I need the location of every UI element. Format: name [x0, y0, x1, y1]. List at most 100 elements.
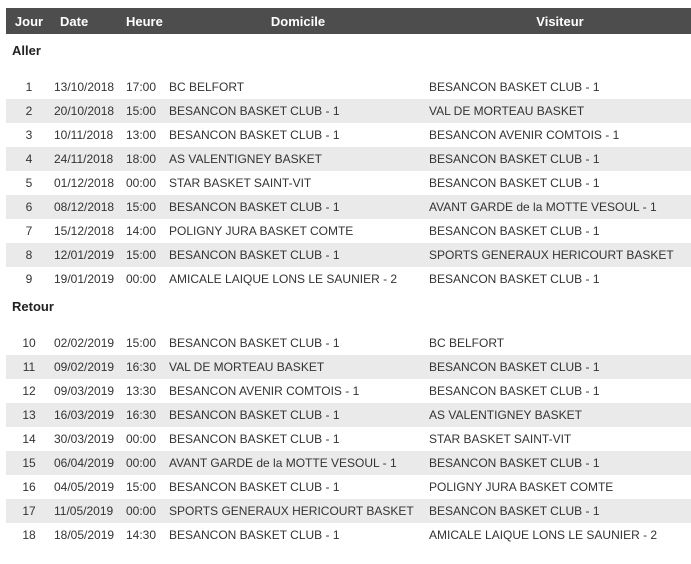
cell-domicile: BESANCON BASKET CLUB - 1 [169, 248, 340, 262]
header-heure: Heure [126, 13, 163, 29]
table-row: 17 11/05/2019 00:00 SPORTS GENERAUX HERICOU… [6, 499, 691, 523]
cell-heure: 15:00 [126, 104, 157, 118]
table-header: Jour Date Heure Domicile Visiteur [6, 8, 691, 34]
cell-visiteur: AVANT GARDE de la MOTTE VESOUL - 1 [429, 200, 657, 214]
cell-domicile: BESANCON AVENIR COMTOIS - 1 [169, 384, 360, 398]
table-row: 2 20/10/2018 15:00 BESANCON BASKET CLUB - 1… [6, 99, 691, 123]
cell-date: 10/11/2018 [54, 128, 114, 142]
cell-domicile: AMICALE LAIQUE LONS LE SAUNIER - 2 [169, 272, 398, 286]
cell-visiteur: POLIGNY JURA BASKET COMTE [429, 480, 614, 494]
cell-visiteur: BESANCON BASKET CLUB - 1 [429, 272, 600, 286]
cell-jour: 12 [22, 384, 36, 398]
cell-domicile: BESANCON BASKET CLUB - 1 [169, 200, 340, 214]
header-domicile: Domicile [270, 13, 326, 29]
cell-visiteur: BESANCON BASKET CLUB - 1 [429, 504, 600, 518]
cell-domicile: BESANCON BASKET CLUB - 1 [169, 336, 340, 350]
header-date: Date [60, 13, 89, 29]
table-row: 3 10/11/2018 13:00 BESANCON BASKET CLUB - 1… [6, 123, 691, 147]
cell-jour: 3 [25, 128, 33, 142]
table-row: 14 30/03/2019 00:00 BESANCON BASKET CLUB - … [6, 427, 691, 451]
cell-domicile: AVANT GARDE de la MOTTE VESOUL - 1 [169, 456, 397, 470]
cell-heure: 14:00 [126, 224, 157, 238]
cell-visiteur: BESANCON BASKET CLUB - 1 [429, 152, 600, 166]
cell-domicile: VAL DE MORTEAU BASKET [169, 360, 325, 374]
cell-date: 15/12/2018 [54, 224, 115, 238]
cell-jour: 17 [22, 504, 36, 518]
cell-jour: 13 [22, 408, 36, 422]
cell-jour: 11 [22, 360, 36, 374]
cell-visiteur: SPORTS GENERAUX HERICOURT BASKET [429, 248, 674, 262]
cell-visiteur: BESANCON BASKET CLUB - 1 [429, 80, 600, 94]
cell-heure: 17:00 [126, 80, 157, 94]
cell-date: 20/10/2018 [54, 104, 115, 118]
cell-date: 11/05/2019 [54, 504, 114, 518]
table-row: 6 08/12/2018 15:00 BESANCON BASKET CLUB - 1… [6, 195, 691, 219]
cell-visiteur: AS VALENTIGNEY BASKET [429, 408, 582, 422]
table-row: 5 01/12/2018 00:00 STAR BASKET SAINT-VIT BES… [6, 171, 691, 195]
table-body: Aller 1 13/10/2018 17:00 BC BELFORT BESANCON … [6, 34, 691, 547]
cell-date: 08/12/2018 [54, 200, 115, 214]
cell-heure: 00:00 [126, 272, 157, 286]
cell-heure: 15:00 [126, 248, 157, 262]
cell-heure: 00:00 [126, 432, 157, 446]
cell-heure: 16:30 [126, 408, 157, 422]
cell-jour: 18 [22, 528, 36, 542]
cell-date: 30/03/2019 [54, 432, 115, 446]
cell-date: 13/10/2018 [54, 80, 115, 94]
section-title: Aller [12, 43, 41, 58]
cell-jour: 5 [25, 176, 33, 190]
cell-date: 04/05/2019 [54, 480, 115, 494]
header-visiteur: Visiteur [536, 13, 584, 29]
cell-date: 19/01/2019 [54, 272, 115, 286]
cell-visiteur: AMICALE LAIQUE LONS LE SAUNIER - 2 [429, 528, 658, 542]
cell-date: 02/02/2019 [54, 336, 115, 350]
cell-date: 24/11/2018 [54, 152, 114, 166]
cell-date: 09/02/2019 [54, 360, 115, 374]
cell-domicile: BESANCON BASKET CLUB - 1 [169, 432, 340, 446]
cell-date: 18/05/2019 [54, 528, 115, 542]
cell-domicile: SPORTS GENERAUX HERICOURT BASKET [169, 504, 414, 518]
cell-domicile: POLIGNY JURA BASKET COMTE [169, 224, 354, 238]
table-row: 4 24/11/2018 18:00 AS VALENTIGNEY BASKET BES… [6, 147, 691, 171]
cell-visiteur: BESANCON AVENIR COMTOIS - 1 [429, 128, 620, 142]
cell-visiteur: VAL DE MORTEAU BASKET [429, 104, 585, 118]
table-row: 13 16/03/2019 16:30 BESANCON BASKET CLUB - … [6, 403, 691, 427]
cell-heure: 15:00 [126, 336, 157, 350]
table-row: 15 06/04/2019 00:00 AVANT GARDE de la MOTTE… [6, 451, 691, 475]
cell-domicile: BESANCON BASKET CLUB - 1 [169, 408, 340, 422]
cell-domicile: STAR BASKET SAINT-VIT [169, 176, 312, 190]
cell-heure: 14:30 [126, 528, 157, 542]
cell-visiteur: BESANCON BASKET CLUB - 1 [429, 456, 600, 470]
table-row: 16 04/05/2019 15:00 BESANCON BASKET CLUB - … [6, 475, 691, 499]
table-row: 7 15/12/2018 14:00 POLIGNY JURA BASKET COMT… [6, 219, 691, 243]
cell-domicile: BESANCON BASKET CLUB - 1 [169, 480, 340, 494]
cell-visiteur: BESANCON BASKET CLUB - 1 [429, 224, 600, 238]
cell-jour: 9 [25, 272, 33, 286]
cell-domicile: BESANCON BASKET CLUB - 1 [169, 528, 340, 542]
cell-jour: 2 [25, 104, 33, 118]
cell-jour: 6 [25, 200, 33, 214]
cell-domicile: BESANCON BASKET CLUB - 1 [169, 104, 340, 118]
cell-visiteur: BESANCON BASKET CLUB - 1 [429, 176, 600, 190]
cell-heure: 13:30 [126, 384, 157, 398]
cell-jour: 7 [25, 224, 33, 238]
table-row: 12 09/03/2019 13:30 BESANCON AVENIR COMTOIS… [6, 379, 691, 403]
header-jour: Jour [14, 13, 44, 29]
cell-visiteur: BESANCON BASKET CLUB - 1 [429, 384, 600, 398]
cell-heure: 15:00 [126, 200, 157, 214]
table-row: 10 02/02/2019 15:00 BESANCON BASKET CLUB - … [6, 331, 691, 355]
cell-visiteur: STAR BASKET SAINT-VIT [429, 432, 572, 446]
table-row: 8 12/01/2019 15:00 BESANCON BASKET CLUB - 1… [6, 243, 691, 267]
cell-heure: 00:00 [126, 504, 157, 518]
cell-heure: 16:30 [126, 360, 157, 374]
cell-heure: 18:00 [126, 152, 157, 166]
section-gap [6, 63, 691, 75]
cell-heure: 00:00 [126, 456, 157, 470]
table-row: 11 09/02/2019 16:30 VAL DE MORTEAU BASKET BE… [6, 355, 691, 379]
schedule-table: Jour Date Heure Domicile Visiteur Aller 1… [6, 8, 691, 547]
section-title: Retour [12, 299, 54, 314]
cell-date: 09/03/2019 [54, 384, 115, 398]
cell-domicile: BESANCON BASKET CLUB - 1 [169, 128, 340, 142]
cell-date: 06/04/2019 [54, 456, 115, 470]
cell-jour: 16 [22, 480, 36, 494]
